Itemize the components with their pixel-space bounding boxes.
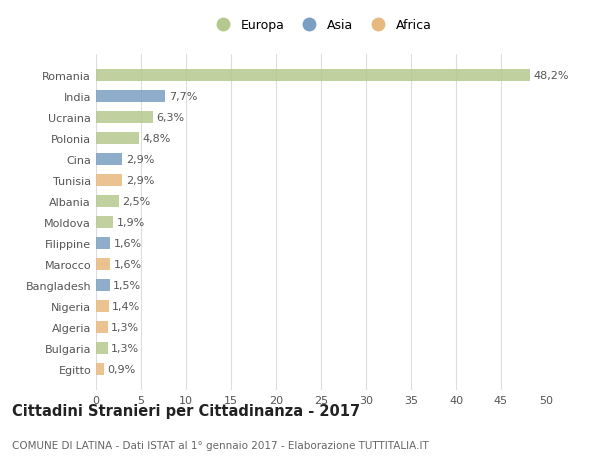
Text: 1,6%: 1,6% [114, 239, 142, 248]
Bar [96, 154, 122, 166]
Bar [96, 175, 122, 186]
Bar [96, 196, 119, 207]
Bar [96, 342, 108, 354]
Legend: Europa, Asia, Africa: Europa, Asia, Africa [205, 14, 437, 37]
Text: 1,9%: 1,9% [116, 218, 145, 228]
Text: 7,7%: 7,7% [169, 92, 197, 102]
Text: 0,9%: 0,9% [108, 364, 136, 374]
Bar [96, 91, 166, 103]
Text: 2,9%: 2,9% [126, 155, 154, 165]
Bar [96, 259, 110, 270]
Text: 2,5%: 2,5% [122, 197, 151, 207]
Bar [96, 217, 113, 229]
Bar [96, 112, 152, 123]
Text: 48,2%: 48,2% [533, 71, 569, 81]
Text: 1,6%: 1,6% [114, 259, 142, 269]
Text: 1,5%: 1,5% [113, 280, 141, 291]
Text: 1,3%: 1,3% [112, 343, 139, 353]
Text: 4,8%: 4,8% [143, 134, 171, 144]
Bar [96, 280, 110, 291]
Bar [96, 364, 104, 375]
Text: 1,3%: 1,3% [112, 322, 139, 332]
Bar [96, 238, 110, 249]
Text: 2,9%: 2,9% [126, 176, 154, 186]
Text: COMUNE DI LATINA - Dati ISTAT al 1° gennaio 2017 - Elaborazione TUTTITALIA.IT: COMUNE DI LATINA - Dati ISTAT al 1° genn… [12, 440, 429, 450]
Bar [96, 133, 139, 145]
Bar [96, 322, 108, 333]
Text: Cittadini Stranieri per Cittadinanza - 2017: Cittadini Stranieri per Cittadinanza - 2… [12, 403, 360, 418]
Text: 6,3%: 6,3% [156, 113, 184, 123]
Bar [96, 70, 530, 82]
Text: 1,4%: 1,4% [112, 302, 140, 311]
Bar [96, 301, 109, 312]
